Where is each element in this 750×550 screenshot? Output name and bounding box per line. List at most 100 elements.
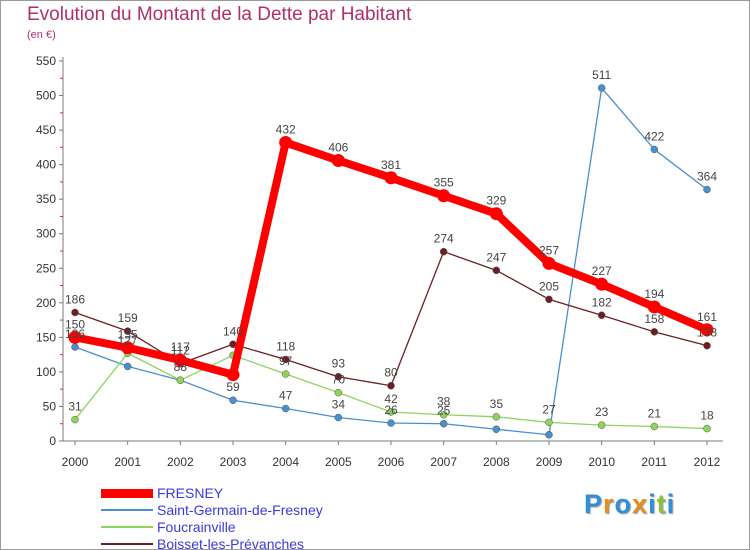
data-label: 93 (332, 357, 346, 371)
data-label: 432 (276, 123, 296, 137)
data-point (71, 343, 79, 351)
data-label: 112 (171, 344, 190, 358)
data-label: 257 (539, 243, 559, 257)
data-point (703, 341, 711, 350)
series-line-2 (74, 352, 708, 430)
data-label: 194 (644, 287, 664, 301)
x-tick-label: 2011 (641, 455, 667, 469)
data-point (123, 327, 132, 335)
data-label: 80 (384, 366, 398, 380)
y-tick-label: 450 (36, 123, 56, 137)
data-point (387, 408, 395, 416)
y-tick-label: 100 (36, 365, 56, 379)
legend-swatch (101, 526, 153, 528)
data-point (71, 308, 79, 317)
data-point (492, 425, 501, 434)
legend-swatch (101, 489, 153, 498)
legend-swatch (101, 509, 153, 511)
data-label: 136 (65, 327, 85, 341)
data-label: 47 (279, 389, 293, 403)
data-point (334, 372, 343, 381)
data-point (334, 388, 343, 397)
data-label: 21 (648, 406, 662, 420)
data-point (226, 368, 240, 382)
data-label: 161 (697, 310, 717, 324)
data-label: 381 (381, 158, 401, 172)
legend-label: Boisset-les-Prévanches (157, 536, 305, 550)
y-tick-label: 400 (36, 158, 56, 172)
y-tick-label: 250 (36, 261, 56, 275)
data-label: 26 (384, 403, 398, 417)
data-point (650, 328, 659, 336)
data-label: 38 (437, 395, 451, 409)
brand-letter: i (648, 489, 657, 519)
data-point (121, 341, 135, 355)
data-label: 42 (384, 392, 398, 406)
legend-label: FRESNEY (157, 485, 224, 501)
x-tick-label: 2002 (167, 455, 194, 469)
data-label: 274 (434, 232, 454, 246)
data-point (281, 370, 290, 378)
data-label: 355 (434, 176, 454, 190)
data-label: 59 (226, 380, 240, 394)
brand-letter: P (584, 489, 604, 519)
data-label: 34 (332, 398, 346, 412)
y-tick-label: 500 (36, 89, 56, 103)
data-point (489, 207, 503, 221)
data-label: 150 (65, 317, 85, 331)
data-point (700, 323, 714, 337)
y-tick-label: 350 (36, 192, 56, 206)
data-point (71, 415, 79, 424)
y-tick-label: 50 (43, 399, 57, 413)
brand-letter: t (656, 489, 667, 519)
data-label: 27 (542, 402, 556, 416)
data-label: 138 (697, 326, 717, 340)
data-label: 182 (592, 295, 612, 309)
data-point (439, 247, 448, 256)
data-point (545, 295, 553, 304)
data-point (545, 431, 553, 439)
data-label: 158 (644, 312, 664, 326)
data-label: 31 (68, 400, 82, 414)
y-tick-label: 300 (36, 227, 56, 241)
brand-letter: r (603, 489, 615, 519)
data-point (387, 419, 395, 427)
data-label: 23 (595, 405, 609, 419)
data-point (650, 422, 659, 431)
data-point (492, 413, 501, 421)
y-tick-label: 150 (36, 330, 56, 344)
data-label: 88 (174, 360, 188, 374)
data-point (542, 256, 556, 270)
data-point (123, 362, 132, 371)
chart-title: Evolution du Montant de la Dette par Hab… (27, 4, 412, 25)
legend-swatch (101, 543, 153, 545)
data-label: 364 (697, 170, 717, 184)
data-point (334, 413, 343, 422)
data-point (331, 153, 345, 167)
data-point (437, 189, 451, 203)
data-label: 511 (592, 68, 611, 82)
data-point (229, 396, 237, 404)
data-label: 205 (539, 279, 559, 293)
chart-subtitle: (en €) (27, 29, 56, 41)
x-tick-label: 2001 (114, 455, 141, 469)
data-label: 422 (644, 129, 664, 143)
brand-letter: o (614, 489, 633, 519)
data-point (384, 171, 398, 185)
data-point (597, 84, 606, 92)
data-label: 118 (276, 339, 295, 353)
data-label: 97 (279, 354, 293, 368)
data-point (387, 381, 395, 390)
data-label: 329 (486, 194, 506, 208)
data-label: 25 (437, 404, 451, 418)
data-point (492, 266, 501, 275)
data-point (439, 410, 448, 419)
data-label: 127 (118, 333, 138, 347)
data-point (703, 424, 711, 433)
x-tick-label: 2000 (62, 455, 89, 469)
data-label: 135 (118, 328, 138, 342)
y-tick-label: 550 (36, 54, 56, 68)
x-tick-label: 2003 (220, 455, 247, 469)
x-tick-label: 2012 (694, 455, 721, 469)
